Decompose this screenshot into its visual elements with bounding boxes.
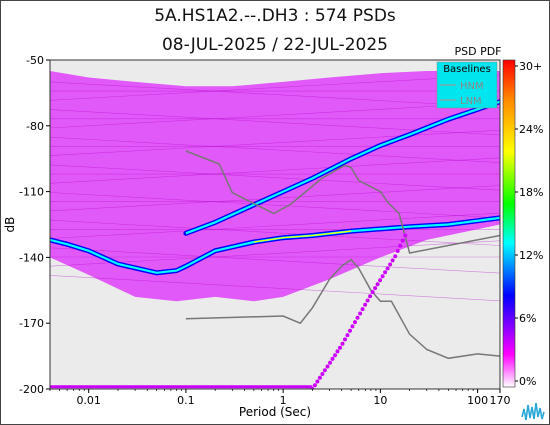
lnm-baseline — [185, 258, 500, 360]
trend-dot — [373, 286, 378, 291]
legend-title: Baselines — [443, 64, 491, 75]
chart-title: 5A.HS1A2.--.DH3 : 574 PSDs — [154, 6, 396, 26]
ytick-label: -170 — [19, 317, 44, 330]
trend-dot — [335, 349, 340, 354]
colorbar-tick-label: 24% — [519, 123, 543, 136]
trend-dot — [375, 282, 380, 287]
trend-dot — [383, 270, 388, 275]
logo-icon — [520, 402, 546, 421]
trend-dot — [400, 238, 405, 243]
trend-dot — [322, 368, 327, 373]
trend-dot — [315, 379, 320, 384]
trend-dot — [328, 360, 332, 365]
trend-dot — [360, 307, 365, 312]
xtick-label: 0.1 — [177, 394, 195, 407]
trend-dot — [345, 333, 350, 338]
trend-dot — [363, 302, 368, 307]
trend-dot — [312, 383, 317, 388]
x-axis-title: Period (Sec) — [239, 405, 311, 419]
colorbar-tick-label: 12% — [519, 249, 543, 262]
trend-dot — [398, 243, 403, 248]
trend-dot — [350, 324, 355, 329]
xtick-label: 10 — [373, 394, 387, 407]
ytick-label: -80 — [26, 120, 44, 133]
trend-dot — [353, 320, 357, 325]
colorbar-gradient — [502, 59, 516, 388]
chart-subtitle: 08-JUL-2025 / 22-JUL-2025 — [161, 35, 388, 55]
trend-dot — [380, 274, 385, 279]
colorbar-title: PSD PDF — [454, 45, 501, 58]
psd-ridge-0 — [183, 99, 500, 236]
trend-dot — [388, 262, 393, 267]
trend-dot — [378, 278, 383, 283]
trend-dot — [393, 254, 398, 259]
xtick-label: 0.01 — [76, 394, 101, 407]
colorbar-tick-label: 18% — [519, 186, 543, 199]
ytick-label: -50 — [26, 54, 44, 67]
ytick-label: -200 — [19, 383, 44, 396]
trend-dot — [395, 249, 400, 253]
trend-dot — [320, 372, 325, 376]
trend-dot — [370, 290, 375, 295]
colorbar-tick-label: 30+ — [519, 60, 542, 73]
xtick-label: 1 — [280, 394, 287, 407]
xtick-label: 100 — [467, 394, 488, 407]
trend-dot — [368, 294, 373, 299]
trend-dot — [348, 328, 352, 333]
y-axis-title: dB — [3, 217, 17, 233]
trend-dot — [325, 364, 330, 369]
trend-dot — [355, 315, 360, 320]
colorbar: PSD PDF 30+ 24% 18% 12% 6% 0% — [454, 45, 543, 388]
trend-dot — [317, 375, 322, 380]
ytick-label: -140 — [19, 251, 44, 264]
legend-hnm-label: HNM — [460, 81, 484, 92]
trend-dot — [333, 353, 337, 358]
psd-ridge-1 — [50, 215, 500, 276]
colorbar-tick-label: 0% — [519, 375, 536, 388]
trend-dot — [365, 298, 370, 303]
xtick-label: 170 — [490, 394, 511, 407]
ytick-label: -110 — [19, 186, 44, 199]
trend-dot — [343, 337, 347, 342]
trend-dot — [358, 311, 363, 316]
plot-border — [49, 59, 501, 390]
trend-dot — [385, 266, 390, 271]
hnm-baseline — [185, 150, 500, 254]
trend-dot — [390, 258, 395, 263]
trend-dot — [338, 345, 342, 350]
trend-dot — [403, 233, 408, 238]
colorbar-tick-label: 6% — [519, 312, 536, 325]
trend-dot — [330, 356, 335, 361]
trend-dot — [340, 341, 345, 346]
legend: Baselines HNM LNM — [436, 61, 498, 109]
legend-lnm-label: LNM — [460, 96, 482, 107]
